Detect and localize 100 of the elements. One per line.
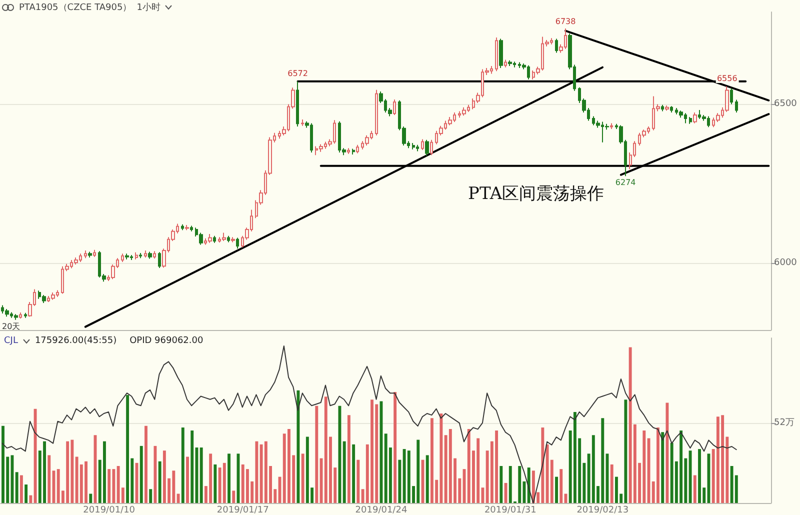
x-tick-label: 2019/01/31 bbox=[484, 506, 536, 515]
bar bbox=[560, 469, 563, 503]
candlestick bbox=[148, 251, 152, 260]
bar bbox=[347, 415, 350, 503]
candlestick bbox=[504, 59, 507, 68]
bar bbox=[186, 456, 189, 503]
bar bbox=[688, 450, 692, 503]
candlestick bbox=[356, 144, 359, 154]
candlestick bbox=[693, 112, 697, 124]
candlestick bbox=[213, 235, 216, 244]
bar bbox=[394, 392, 397, 503]
candlestick bbox=[730, 88, 733, 105]
bar bbox=[356, 460, 360, 503]
bar bbox=[315, 406, 318, 503]
candlestick bbox=[319, 144, 323, 152]
candlestick bbox=[689, 116, 692, 124]
candlestick bbox=[51, 292, 55, 300]
candlestick bbox=[462, 106, 466, 116]
bar bbox=[426, 455, 429, 503]
chart-subtitle: 1小时 bbox=[136, 2, 160, 14]
annotation: 6556 bbox=[716, 74, 738, 84]
bar bbox=[661, 432, 664, 503]
y-tick-label: 52万 bbox=[774, 418, 794, 428]
candlestick bbox=[139, 252, 142, 259]
candlestick bbox=[158, 252, 161, 268]
bar bbox=[144, 426, 148, 503]
candlestick bbox=[735, 99, 738, 113]
candlestick bbox=[190, 225, 193, 232]
candlestick bbox=[661, 104, 664, 112]
x-tick-label: 2019/01/24 bbox=[355, 506, 408, 515]
candlestick bbox=[222, 232, 226, 242]
bar bbox=[398, 460, 402, 503]
bar bbox=[24, 484, 28, 503]
candlestick bbox=[153, 250, 156, 259]
bar bbox=[29, 495, 32, 503]
annotation: OPID 969062.00 bbox=[130, 336, 204, 346]
candlestick bbox=[181, 224, 184, 231]
annotation: 6572 bbox=[286, 69, 309, 78]
candlestick bbox=[375, 89, 378, 136]
bar bbox=[20, 475, 23, 503]
candlestick bbox=[393, 98, 396, 116]
bar bbox=[181, 427, 184, 503]
candlestick bbox=[24, 312, 27, 318]
candlestick bbox=[14, 314, 18, 320]
candlestick bbox=[125, 253, 129, 260]
candlestick bbox=[208, 233, 212, 244]
annotation: CJL bbox=[4, 336, 18, 346]
candlestick bbox=[365, 134, 369, 146]
candlestick bbox=[301, 118, 304, 126]
candlestick bbox=[352, 148, 355, 155]
bar bbox=[228, 454, 230, 503]
bar bbox=[610, 464, 614, 503]
bar bbox=[154, 446, 157, 503]
candlestick bbox=[448, 116, 452, 126]
bar bbox=[48, 455, 51, 503]
candlestick bbox=[84, 250, 87, 259]
bar bbox=[693, 475, 696, 503]
candlestick bbox=[555, 38, 558, 54]
candlestick bbox=[88, 251, 92, 258]
candlestick bbox=[610, 122, 613, 130]
annotation: 6738 bbox=[554, 16, 577, 26]
candlestick bbox=[508, 60, 512, 67]
bar bbox=[527, 468, 530, 503]
bar bbox=[190, 430, 194, 503]
bar bbox=[200, 447, 203, 503]
bar bbox=[34, 408, 37, 503]
bar bbox=[140, 446, 143, 503]
candlestick bbox=[5, 308, 9, 318]
bar bbox=[89, 494, 92, 503]
bar bbox=[232, 490, 236, 503]
annotation: 6274 bbox=[614, 178, 637, 188]
candlestick bbox=[670, 106, 673, 113]
x-tick-label: 2019/02/13 bbox=[576, 506, 629, 515]
bar bbox=[176, 494, 180, 503]
candlestick bbox=[416, 144, 419, 152]
candlestick bbox=[185, 224, 189, 231]
bar bbox=[352, 444, 356, 503]
candlestick bbox=[296, 80, 299, 127]
candlestick bbox=[144, 250, 147, 258]
bar bbox=[214, 464, 217, 503]
bar bbox=[504, 482, 508, 503]
bar bbox=[301, 454, 304, 503]
candlestick bbox=[227, 235, 230, 243]
candlestick bbox=[412, 142, 415, 150]
candlestick bbox=[495, 36, 498, 72]
annotation: PTA区间震荡操作 bbox=[468, 184, 604, 204]
candlestick bbox=[19, 312, 22, 320]
candlestick bbox=[347, 148, 350, 154]
annotation: 175926.00(45:55) bbox=[34, 336, 117, 346]
y-tick-label: 6000 bbox=[774, 258, 798, 268]
annotation: 20天 bbox=[2, 322, 20, 331]
bar bbox=[500, 466, 503, 503]
candlestick bbox=[421, 138, 424, 151]
bar bbox=[149, 489, 152, 503]
bar bbox=[555, 476, 558, 503]
candlestick bbox=[236, 237, 239, 250]
candlestick bbox=[425, 139, 429, 156]
candlestick bbox=[93, 249, 96, 258]
bar bbox=[126, 395, 130, 503]
y-tick-label: 6500 bbox=[774, 99, 798, 110]
